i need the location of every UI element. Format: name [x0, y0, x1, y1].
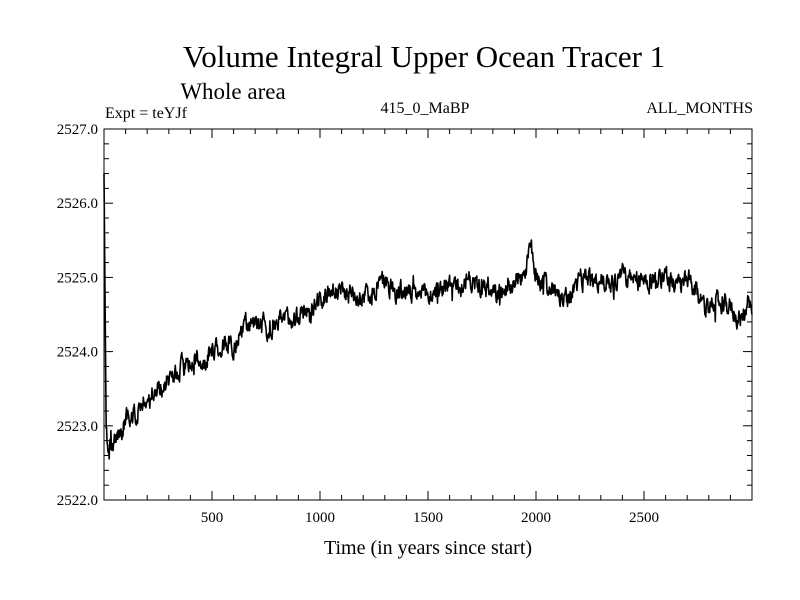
- chart-title: Volume Integral Upper Ocean Tracer 1: [183, 39, 665, 74]
- y-tick-label: 2524.0: [57, 345, 98, 361]
- expt-label: Expt = teYJf: [105, 105, 188, 122]
- plot-area: 500 1000 1500 2000 2500 2522.0 2523.0 2524.0 252…: [57, 122, 753, 526]
- x-tick-label: 500: [201, 510, 224, 526]
- y-tick-label: 2527.0: [57, 122, 98, 138]
- y-tick-label: 2522.0: [57, 493, 98, 509]
- run-label: 415_0_MaBP: [381, 100, 470, 117]
- x-tick-label: 1000: [305, 510, 335, 526]
- y-tick-label: 2526.0: [57, 196, 98, 212]
- y-tick-label: 2525.0: [57, 270, 98, 286]
- x-tick-label: 2500: [629, 510, 659, 526]
- chart-subtitle: Whole area: [180, 79, 285, 104]
- x-axis-label: Time (in years since start): [324, 537, 532, 559]
- x-tick-label: 1500: [413, 510, 443, 526]
- period-label: ALL_MONTHS: [646, 100, 753, 117]
- y-tick-label: 2523.0: [57, 419, 98, 435]
- series-line: [103, 173, 753, 460]
- x-tick-label: 2000: [521, 510, 551, 526]
